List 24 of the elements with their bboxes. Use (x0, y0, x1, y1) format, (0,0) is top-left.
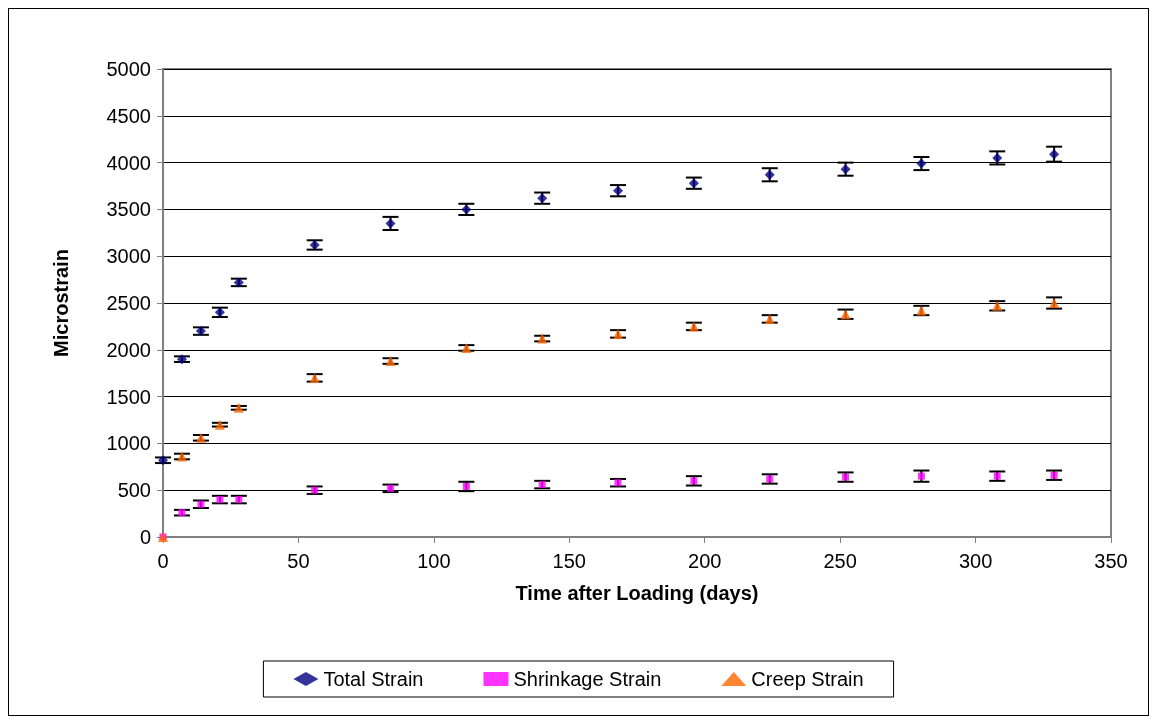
y-tick-label: 1000 (106, 432, 151, 455)
y-tick-label: 2000 (106, 338, 151, 361)
y-tick-label: 4000 (106, 151, 151, 174)
y-tick-label: 3500 (106, 198, 151, 221)
y-tick-label: 500 (117, 479, 151, 502)
y-tick-label: 1500 (106, 385, 151, 408)
legend-label: Creep Strain (751, 668, 864, 690)
x-tick-label: 100 (417, 550, 451, 572)
x-tick-label: 250 (823, 550, 857, 572)
y-tick-label: 3000 (106, 245, 151, 268)
y-tick-label: 2500 (106, 292, 151, 314)
x-tick-label: 0 (157, 550, 169, 572)
x-tick-label: 350 (1094, 550, 1128, 572)
y-tick-label: 5000 (106, 58, 151, 80)
legend-label: Shrinkage Strain (513, 668, 662, 690)
y-tick-label: 4500 (106, 104, 151, 127)
x-tick-label: 300 (958, 550, 993, 572)
x-axis-title: Time after Loading (days) (515, 582, 759, 604)
legend-label: Total Strain (323, 668, 424, 690)
x-tick-label: 200 (688, 550, 722, 572)
y-axis-title: Microstrain (50, 249, 72, 357)
x-tick-label: 50 (287, 550, 310, 572)
x-tick-label: 150 (552, 550, 586, 572)
y-tick-label: 0 (139, 526, 151, 548)
